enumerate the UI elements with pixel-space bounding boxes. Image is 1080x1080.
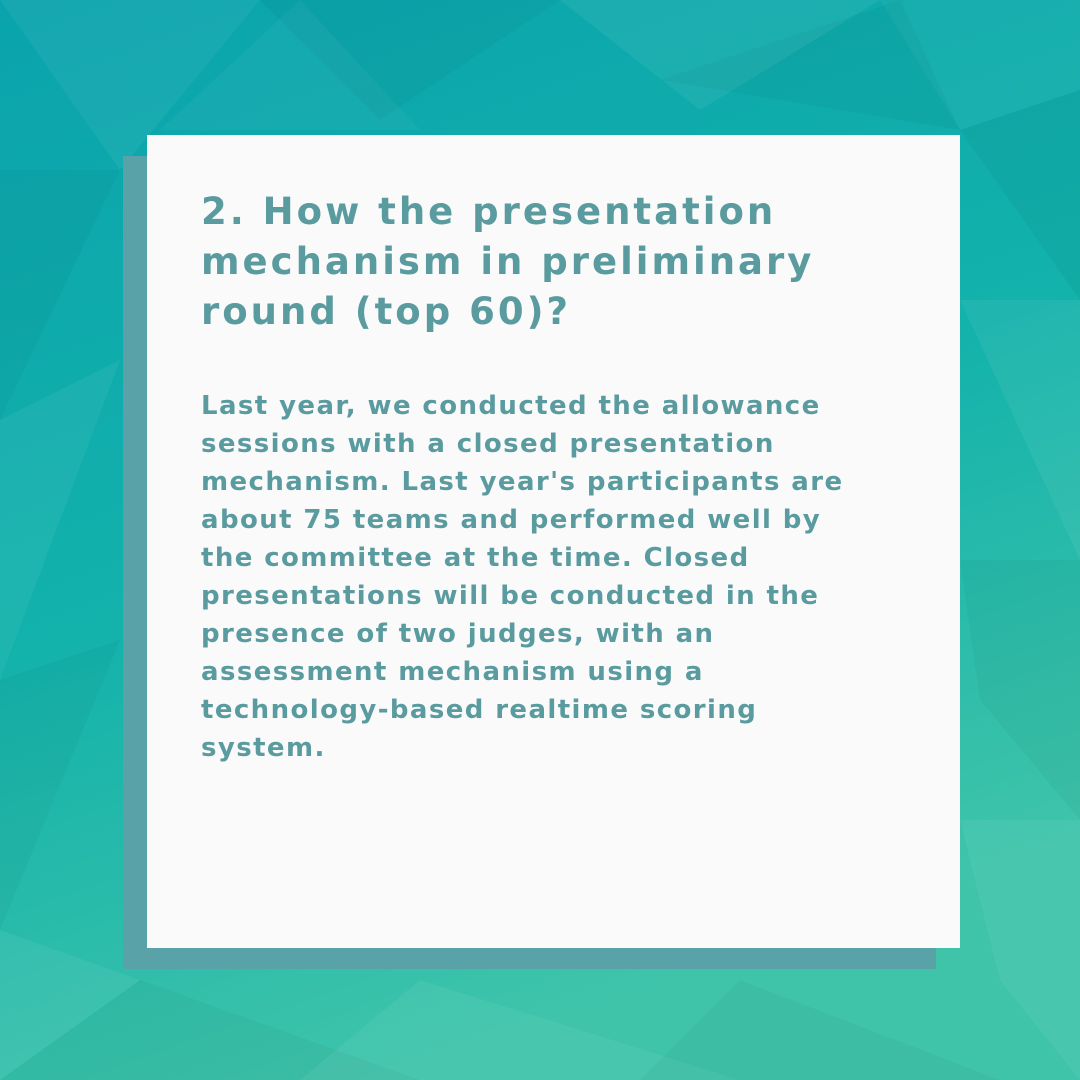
card-title-line: 2. How the presentation — [201, 190, 777, 233]
card-title-line: mechanism in preliminary — [201, 240, 815, 283]
card-body-line: technology-based realtime scoring — [201, 695, 758, 725]
info-card: 2. How the presentation mechanism in pre… — [147, 135, 960, 948]
card-body-line: the committee at the time. Closed — [201, 543, 750, 573]
card-title-line: round (top 60)? — [201, 290, 571, 333]
card-body-line: sessions with a closed presentation — [201, 429, 775, 459]
card-body-line: presentations will be conducted in the — [201, 581, 820, 611]
card-body-line: system. — [201, 733, 326, 763]
card-body-line: mechanism. Last year's participants are — [201, 467, 844, 497]
card-body-line: about 75 teams and performed well by — [201, 505, 822, 535]
card-body-line: Last year, we conducted the allowance — [201, 391, 821, 421]
card-body-line: assessment mechanism using a — [201, 657, 704, 687]
card-body-line: presence of two judges, with an — [201, 619, 715, 649]
card-title: 2. How the presentation mechanism in pre… — [201, 187, 841, 337]
card-body-text: Last year, we conducted the allowance se… — [201, 387, 901, 767]
